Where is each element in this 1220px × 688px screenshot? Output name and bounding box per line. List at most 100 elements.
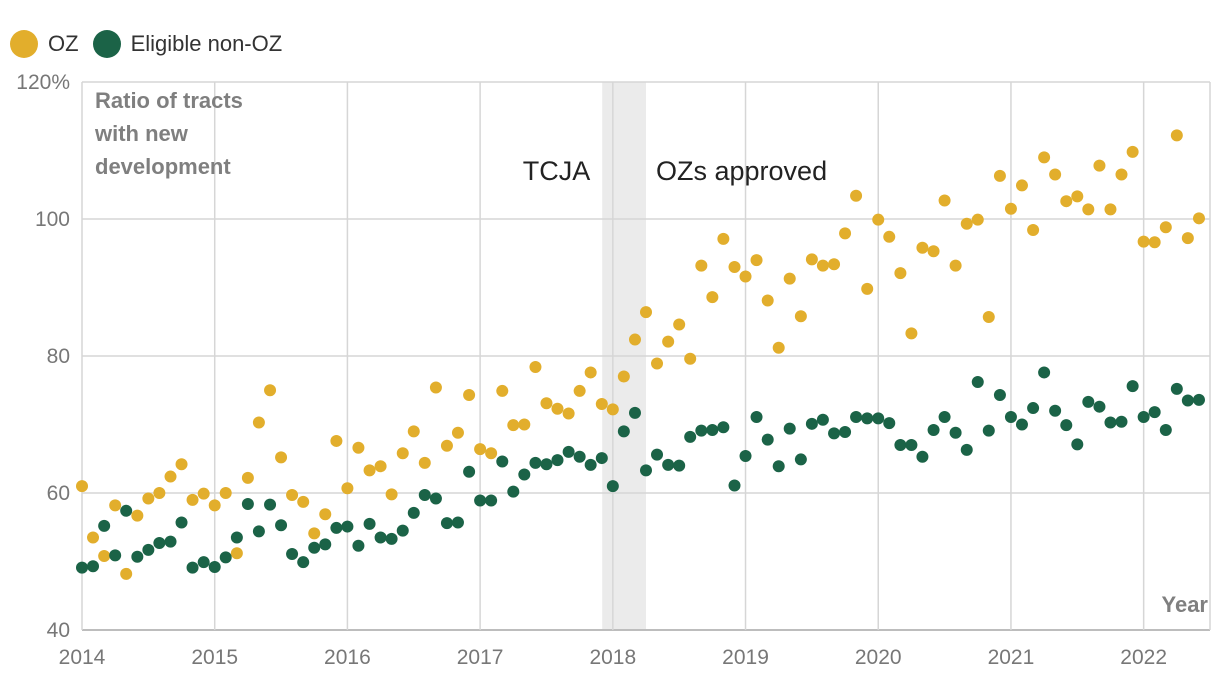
oz-point — [363, 464, 376, 477]
oz-point — [451, 426, 464, 439]
oz-point — [982, 310, 995, 323]
eligible-non-oz-point — [230, 531, 243, 544]
oz-point — [319, 508, 332, 521]
oz-point — [772, 341, 785, 354]
eligible-non-oz-point — [551, 454, 564, 467]
oz-point — [120, 567, 133, 580]
oz-point — [839, 227, 852, 240]
y-tick-label: 80 — [47, 345, 70, 368]
eligible-non-oz-point — [651, 448, 664, 461]
eligible-non-oz-point — [297, 556, 310, 569]
oz-point — [1104, 203, 1117, 216]
oz-point — [617, 370, 630, 383]
x-axis-label: Year — [1162, 592, 1209, 617]
oz-point — [374, 460, 387, 473]
eligible-non-oz-point — [1148, 406, 1161, 419]
oz-point — [805, 253, 818, 266]
oz-point — [540, 397, 553, 410]
eligible-non-oz-point — [485, 494, 498, 507]
annotation: TCJA — [523, 156, 591, 186]
eligible-non-oz-point — [562, 445, 575, 458]
eligible-non-oz-point — [595, 452, 608, 465]
annotation: OZs approved — [656, 156, 827, 186]
eligible-non-oz-point — [816, 413, 829, 426]
eligible-non-oz-point — [1104, 416, 1117, 429]
eligible-non-oz-point — [252, 525, 265, 538]
oz-point — [894, 267, 907, 280]
eligible-non-oz-point — [1004, 410, 1017, 423]
eligible-non-oz-point — [1038, 366, 1051, 379]
eligible-non-oz-point — [828, 427, 841, 440]
oz-point — [142, 492, 155, 505]
eligible-non-oz-point — [286, 547, 299, 560]
x-tick-label: 2015 — [191, 646, 238, 669]
oz-point — [695, 259, 708, 272]
oz-point — [252, 416, 265, 429]
eligible-non-oz-point — [1115, 415, 1128, 428]
oz-point — [1015, 179, 1028, 192]
oz-point — [264, 384, 277, 397]
eligible-non-oz-point — [761, 433, 774, 446]
oz-point — [208, 499, 221, 512]
eligible-non-oz-point — [1137, 410, 1150, 423]
eligible-non-oz-point — [982, 424, 995, 437]
eligible-non-oz-point — [839, 426, 852, 439]
oz-point — [230, 547, 243, 560]
x-tick-label: 2022 — [1120, 646, 1167, 669]
eligible-non-oz-point — [971, 376, 984, 389]
eligible-non-oz-point — [1082, 395, 1095, 408]
eligible-non-oz-point — [1071, 438, 1084, 451]
eligible-non-oz-point — [1093, 400, 1106, 413]
oz-point — [927, 245, 940, 258]
oz-point — [407, 425, 420, 438]
eligible-non-oz-point — [341, 520, 354, 533]
oz-point — [960, 217, 973, 230]
oz-point — [418, 456, 431, 469]
oz-point — [905, 327, 918, 340]
eligible-non-oz-point — [275, 519, 288, 532]
eligible-non-oz-point — [330, 521, 343, 534]
x-tick-label: 2018 — [589, 646, 636, 669]
eligible-non-oz-point — [662, 458, 675, 471]
oz-point — [1170, 129, 1183, 142]
oz-point — [1049, 168, 1062, 181]
oz-point — [1126, 145, 1139, 158]
eligible-non-oz-point — [186, 561, 199, 574]
eligible-non-oz-point — [1060, 419, 1073, 432]
eligible-non-oz-point — [131, 550, 144, 563]
eligible-non-oz-point — [883, 417, 896, 430]
oz-point — [728, 260, 741, 273]
legend-dot-eligible-non-oz — [92, 30, 121, 58]
oz-point — [1115, 168, 1128, 181]
oz-point — [98, 550, 111, 563]
oz-point — [861, 282, 874, 295]
eligible-non-oz-point — [120, 504, 133, 517]
eligible-non-oz-point — [319, 538, 332, 551]
oz-point — [872, 213, 885, 226]
oz-point — [463, 389, 476, 402]
oz-point — [562, 407, 575, 420]
eligible-non-oz-point — [208, 560, 221, 573]
eligible-non-oz-point — [739, 450, 752, 463]
oz-point — [595, 397, 608, 410]
eligible-non-oz-point — [540, 458, 553, 471]
legend: OZ Eligible non-OZ — [10, 30, 282, 58]
oz-point — [341, 482, 354, 495]
eligible-non-oz-point — [1181, 394, 1194, 407]
x-tick-label: 2014 — [59, 646, 106, 669]
eligible-non-oz-point — [507, 485, 520, 498]
eligible-non-oz-point — [197, 556, 210, 569]
oz-point — [606, 403, 619, 416]
legend-item-oz: OZ — [10, 30, 79, 58]
eligible-non-oz-point — [673, 459, 686, 472]
eligible-non-oz-point — [684, 430, 697, 443]
x-tick-label: 2019 — [722, 646, 769, 669]
eligible-non-oz-point — [219, 551, 232, 564]
oz-point — [1192, 212, 1205, 225]
eligible-non-oz-point — [706, 423, 719, 436]
oz-point — [396, 447, 409, 460]
eligible-non-oz-point — [363, 517, 376, 530]
oz-point — [938, 194, 951, 207]
eligible-non-oz-point — [164, 535, 177, 548]
oz-point — [971, 213, 984, 226]
